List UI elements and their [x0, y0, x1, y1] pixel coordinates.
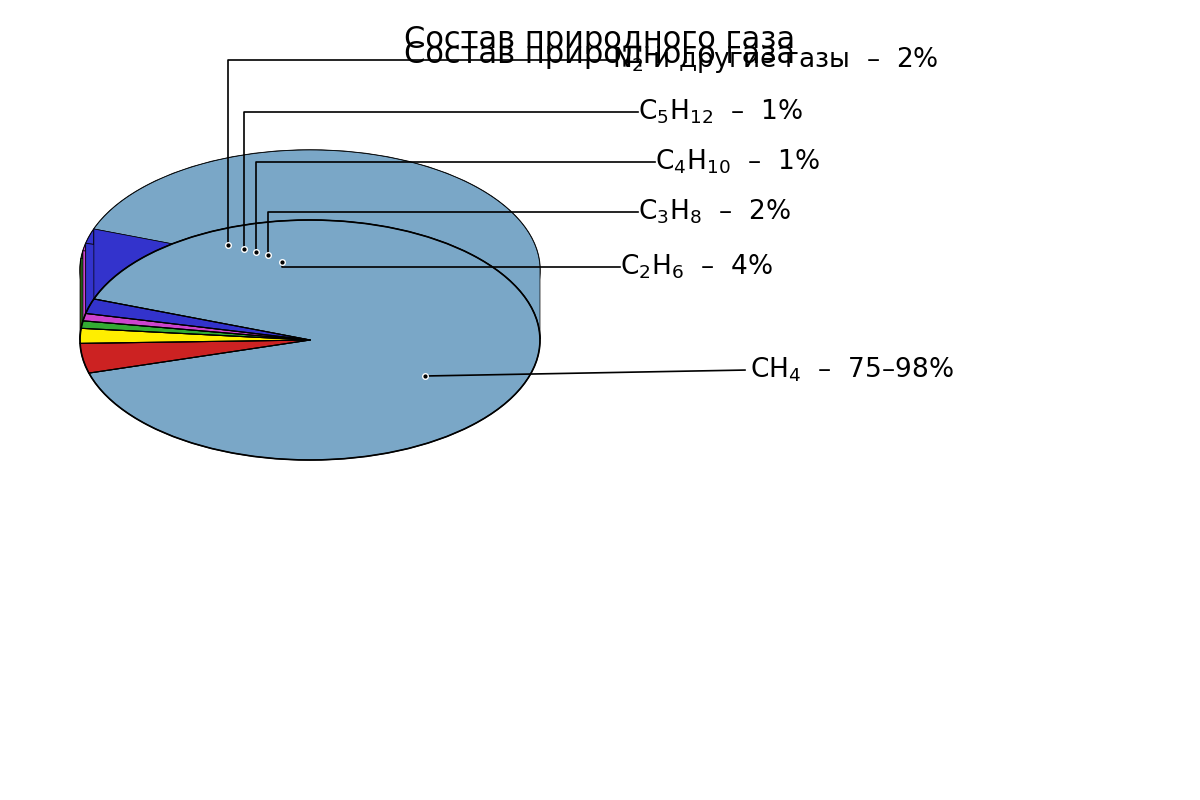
Text: Состав природного газа: Состав природного газа [404, 40, 796, 69]
Polygon shape [94, 150, 540, 339]
Ellipse shape [80, 150, 540, 390]
Text: $\mathrm{C_5H_{12}}$  –  1%: $\mathrm{C_5H_{12}}$ – 1% [638, 98, 803, 126]
Text: $\mathrm{C_3H_8}$  –  2%: $\mathrm{C_3H_8}$ – 2% [638, 198, 791, 226]
Text: $\mathrm{CH_4}$  –  75–98%: $\mathrm{CH_4}$ – 75–98% [750, 356, 954, 384]
Polygon shape [83, 251, 310, 340]
Polygon shape [82, 258, 310, 340]
Polygon shape [82, 258, 310, 340]
Polygon shape [94, 229, 310, 340]
Polygon shape [83, 314, 310, 340]
Polygon shape [83, 243, 85, 321]
Polygon shape [80, 328, 310, 343]
Polygon shape [82, 251, 83, 328]
Polygon shape [85, 299, 310, 340]
Text: $\mathrm{C_4H_{10}}$  –  1%: $\mathrm{C_4H_{10}}$ – 1% [655, 148, 820, 176]
Text: $\mathrm{C_2H_6}$  –  4%: $\mathrm{C_2H_6}$ – 4% [620, 253, 773, 282]
Text: Состав природного газа: Состав природного газа [404, 25, 796, 54]
Polygon shape [89, 220, 540, 460]
Polygon shape [85, 229, 94, 314]
Polygon shape [82, 321, 310, 340]
Text: $\mathrm{N_2}$ и другие газы  –  2%: $\mathrm{N_2}$ и другие газы – 2% [612, 45, 938, 75]
Polygon shape [80, 340, 310, 373]
Polygon shape [85, 243, 310, 340]
Polygon shape [94, 229, 310, 340]
Polygon shape [83, 251, 310, 340]
Polygon shape [85, 243, 310, 340]
